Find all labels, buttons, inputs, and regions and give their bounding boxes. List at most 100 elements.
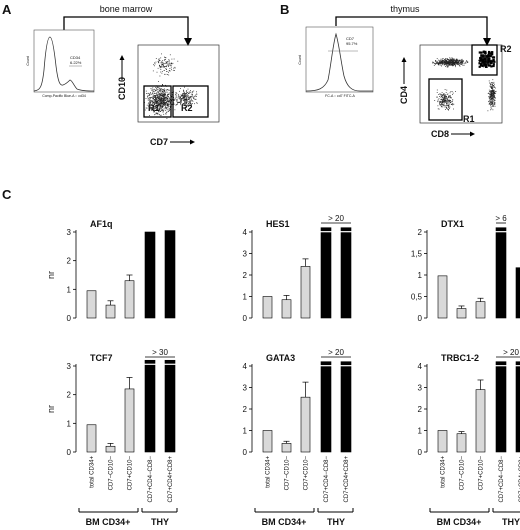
category-label: CD7+CD4+CD8+	[344, 456, 350, 503]
panel-b-gate-r2-label: R2	[500, 44, 512, 54]
chart-title: TCF7	[90, 353, 113, 363]
y-tick-label: 3	[67, 228, 72, 237]
bar	[262, 296, 273, 319]
bar	[105, 445, 116, 453]
group-label-bm: BM CD34+	[86, 517, 131, 527]
category-label: CD7+CD10−	[479, 456, 485, 491]
y-tick-label: 0	[243, 314, 248, 323]
category-label: CD7−CD10−	[109, 456, 115, 491]
bar	[495, 227, 507, 319]
y-tick-label: 0	[67, 448, 72, 457]
panel-b-y-arrowhead	[401, 57, 407, 62]
panel-c-letter: C	[2, 187, 12, 202]
panel-a-gate-r1	[143, 85, 172, 118]
y-tick-label: 3	[418, 384, 423, 393]
group-label-bm: BM CD34+	[437, 517, 482, 527]
bar-chart-tcf7: TCF7 0 1 2 3 nr > 30 total CD34+ CD7−CD10− CD7+CD…	[46, 348, 178, 527]
bar	[515, 267, 520, 319]
bar	[475, 389, 486, 453]
group-label-thy: THY	[151, 517, 169, 527]
chart-title: HES1	[266, 219, 290, 229]
bar	[456, 433, 467, 453]
bar	[320, 361, 332, 453]
y-tick-label: 3	[243, 384, 248, 393]
panel-b-scatter-frame	[419, 44, 503, 124]
category-label: total CD34+	[441, 456, 447, 488]
group-label-bm: BM CD34+	[262, 517, 307, 527]
bar	[124, 388, 135, 453]
bar-chart-af1q: AF1q 0 1 2 3 nr	[46, 219, 176, 323]
panel-c: C AF1q 0 1 2 3 nr HES1 0 1 2 3 4 > 20 DTX1 0 0,5 1 1,5 2 > …	[2, 187, 520, 527]
panel-a-gate-r2	[172, 85, 209, 118]
panel-a-histogram-curve	[33, 36, 95, 92]
bar	[144, 231, 156, 319]
bar	[300, 396, 311, 453]
y-tick-label: 1,5	[411, 250, 423, 259]
panel-b-histogram-curve	[305, 32, 374, 92]
bar-chart-dtx1: DTX1 0 0,5 1 1,5 2 > 6	[411, 214, 520, 323]
bar	[437, 430, 448, 453]
y-tick-label: 1	[243, 293, 248, 302]
panel-a-scatter-frame	[137, 44, 220, 123]
y-tick-label: 2	[243, 405, 248, 414]
y-tick-label: 2	[67, 391, 72, 400]
panel-a-histogram-ylabel: Count	[26, 56, 30, 65]
panel-b-letter: B	[280, 2, 289, 17]
panel-b-gate-r1-label: R1	[463, 114, 475, 124]
panel-a-histogram-percent: 6.22%	[70, 60, 82, 65]
panel-a-gate-r1-label: R1	[148, 103, 160, 113]
panel-a-histogram-xlabel: Comp-Pacific Blue-A :: cd34	[42, 94, 86, 98]
panel-b-histogram-marker: CD7	[346, 36, 355, 41]
category-label: CD7+CD4−CD8−	[148, 456, 154, 503]
overflow-label: > 20	[328, 214, 344, 223]
panel-a-letter: A	[2, 2, 12, 17]
category-label: CD7+CD4−CD8−	[324, 456, 330, 503]
category-label: CD7+CD10−	[304, 456, 310, 491]
panel-a-arrowhead	[184, 38, 192, 46]
y-tick-label: 2	[243, 271, 248, 280]
chart-title: AF1q	[90, 219, 113, 229]
y-tick-label: 1	[67, 419, 72, 428]
panel-b-gate-r2	[471, 44, 498, 76]
bar	[515, 361, 520, 453]
y-tick-label: 1	[418, 271, 423, 280]
bar	[456, 308, 467, 319]
panel-b-scatter-dots	[432, 50, 497, 112]
overflow-label: > 20	[503, 348, 519, 357]
bar	[124, 280, 135, 319]
panel-a-histogram-frame	[33, 29, 95, 93]
panel-b-histogram-frame	[305, 26, 374, 93]
chart-title: GATA3	[266, 353, 295, 363]
category-label: total CD34+	[266, 456, 272, 488]
y-tick-label: 3	[243, 250, 248, 259]
panel-b-scatter-xlabel: CD8	[431, 129, 449, 139]
y-tick-label: 0	[418, 314, 423, 323]
group-label-thy: THY	[327, 517, 345, 527]
bar	[475, 301, 486, 319]
category-label: CD7+CD10−	[128, 456, 134, 491]
bar	[340, 227, 352, 319]
chart-title: DTX1	[441, 219, 464, 229]
overflow-label: > 30	[152, 348, 168, 357]
panel-b-gate-r1	[428, 78, 463, 121]
bar	[495, 361, 507, 453]
y-tick-label: 0,5	[411, 293, 423, 302]
bar	[105, 304, 116, 319]
panel-a: A bone marrow CD34 6.22% Comp-Pacific Bl…	[2, 2, 220, 147]
bar	[164, 230, 176, 319]
y-tick-label: 4	[243, 362, 248, 371]
group-label-thy: THY	[502, 517, 520, 527]
category-label: CD7+CD4−CD8−	[499, 456, 505, 503]
y-tick-label: 1	[418, 427, 423, 436]
category-label: total CD34+	[90, 456, 96, 488]
y-tick-label: 0	[418, 448, 423, 457]
bar	[281, 299, 292, 319]
category-label: CD7+CD4+CD8+	[168, 456, 174, 503]
panel-b-arrowhead	[483, 38, 491, 46]
category-label: CD7−CD10−	[460, 456, 466, 491]
panel-b-x-arrowhead	[470, 131, 475, 137]
panel-b-histogram-xlabel: FC-A :: cd7 FITC-A	[325, 94, 355, 98]
bar	[300, 266, 311, 319]
overflow-label: > 20	[328, 348, 344, 357]
